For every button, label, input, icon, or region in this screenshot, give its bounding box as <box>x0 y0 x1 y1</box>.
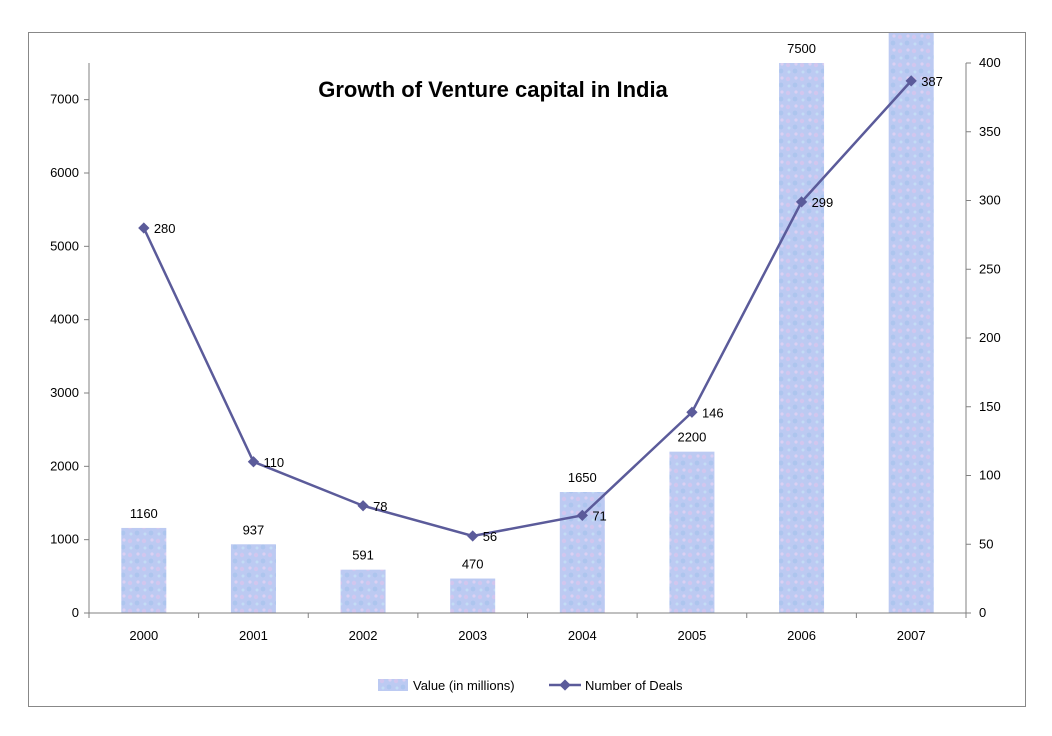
chart-title: Growth of Venture capital in India <box>318 77 668 102</box>
bar <box>888 33 934 614</box>
deals-data-label: 78 <box>373 499 387 514</box>
deals-marker <box>357 500 369 512</box>
bar-data-label: 1160 <box>130 506 158 521</box>
bar-data-label: 470 <box>462 557 484 572</box>
x-tick-label: 2006 <box>787 628 816 643</box>
y-right-tick-label: 50 <box>979 536 993 551</box>
legend: Value (in millions) Number of Deals <box>378 678 683 693</box>
deals-marker <box>576 509 588 522</box>
y-right-tick-label: 400 <box>979 55 1001 70</box>
bar <box>121 527 167 613</box>
x-tick-label: 2000 <box>129 628 158 643</box>
legend-swatch-value <box>378 679 408 691</box>
deals-data-label: 387 <box>921 74 943 89</box>
deals-data-label: 110 <box>263 455 284 470</box>
y-left-tick-label: 2000 <box>50 458 79 473</box>
x-tick-label: 2001 <box>239 628 268 643</box>
y-right-tick-label: 250 <box>979 261 1001 276</box>
deals-marker <box>467 530 479 542</box>
bar-data-label: 591 <box>352 548 374 563</box>
bar <box>230 544 276 613</box>
x-tick-label: 2005 <box>677 628 706 643</box>
chart-frame: Growth of Venture capital in India 1160 9… <box>28 32 1026 707</box>
deals-data-label: 71 <box>592 508 606 523</box>
deals-marker <box>686 406 698 418</box>
x-tick-label: 2003 <box>458 628 487 643</box>
deals-data-label: 299 <box>812 195 834 210</box>
deals-data-label: 280 <box>154 221 176 236</box>
bar <box>450 578 496 613</box>
legend-swatch-marker <box>559 679 571 691</box>
y-left-tick-label: 3000 <box>50 385 79 400</box>
y-left-tick-label: 1000 <box>50 532 79 547</box>
x-tick-label: 2004 <box>568 628 597 643</box>
y-left-tick-label: 6000 <box>50 165 79 180</box>
y-left-tick-label: 0 <box>72 605 79 620</box>
legend-label-deals: Number of Deals <box>585 678 683 693</box>
deals-line <box>142 80 913 538</box>
y-left-tick-label: 7000 <box>50 92 79 107</box>
bar <box>669 451 715 613</box>
line-series: 280 110 78 56 71 146 299 387 <box>138 74 943 544</box>
deals-data-label: 146 <box>702 405 724 420</box>
y-right-tick-label: 200 <box>979 330 1001 345</box>
chart-axes: 0 1000 2000 3000 4000 5000 6000 7000 0 50 100 150 20… <box>50 55 1001 643</box>
combo-chart: Growth of Venture capital in India 1160 9… <box>50 33 1001 693</box>
legend-label-value: Value (in millions) <box>413 678 515 693</box>
bar-data-label: 2200 <box>677 430 706 445</box>
deals-marker <box>247 456 260 468</box>
deals-marker <box>138 222 150 234</box>
x-tick-label: 2007 <box>897 628 926 643</box>
bar-series: 1160 937 591 470 1650 2200 7500 <box>121 33 934 614</box>
y-right-tick-label: 100 <box>979 468 1001 483</box>
y-right-tick-label: 0 <box>979 605 986 620</box>
bar-data-label: 7500 <box>787 41 816 56</box>
bar-data-label: 1650 <box>568 470 597 485</box>
bar-data-label: 937 <box>243 522 265 537</box>
deals-data-label: 56 <box>483 529 497 544</box>
y-right-tick-label: 350 <box>979 124 1001 139</box>
y-right-tick-label: 300 <box>979 193 1001 208</box>
y-left-tick-label: 4000 <box>50 312 79 327</box>
y-right-tick-label: 150 <box>979 399 1001 414</box>
bar <box>779 63 825 613</box>
deals-marker <box>795 196 808 208</box>
x-tick-label: 2002 <box>349 628 378 643</box>
bar <box>340 569 386 613</box>
y-left-tick-label: 5000 <box>50 238 79 253</box>
